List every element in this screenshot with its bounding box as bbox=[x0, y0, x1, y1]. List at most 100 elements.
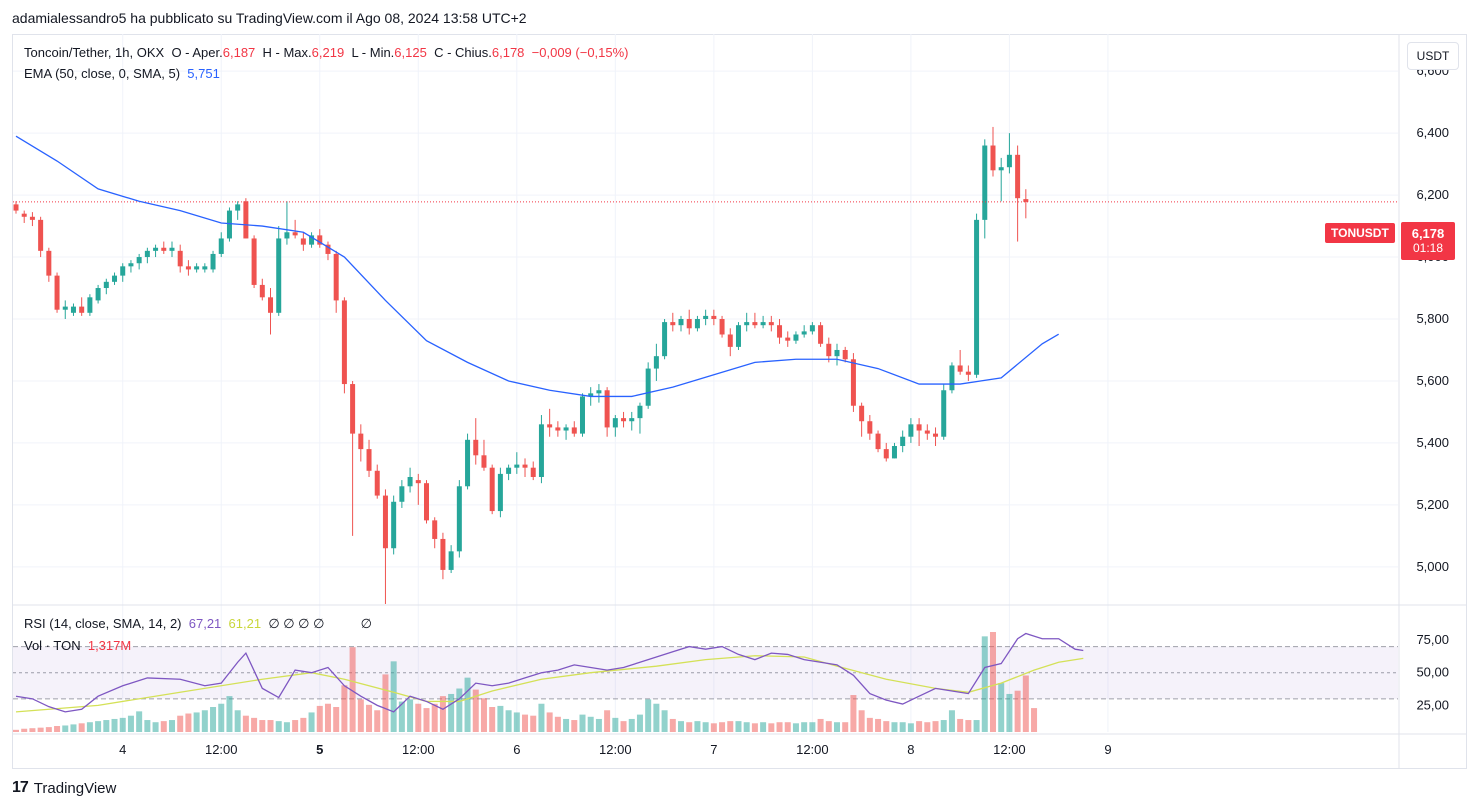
price-tick-label: 5,200 bbox=[1416, 497, 1449, 512]
candle-body bbox=[391, 501, 397, 549]
volume-bar bbox=[62, 725, 69, 732]
time-tick-label: 12:00 bbox=[205, 742, 238, 757]
candle-body bbox=[136, 257, 142, 264]
candle-body bbox=[686, 319, 692, 329]
volume-bar bbox=[185, 713, 192, 732]
ema-legend[interactable]: EMA (50, close, 0, SMA, 5) 5,751 bbox=[24, 66, 220, 81]
legend-symbol[interactable]: Toncoin/Tether, 1h, OKX bbox=[24, 45, 165, 60]
candle-body bbox=[842, 349, 848, 360]
volume-bar bbox=[768, 723, 775, 732]
candle-body bbox=[481, 455, 487, 468]
legend-open-label: O - Aper. bbox=[171, 45, 223, 60]
candle-body bbox=[366, 449, 372, 471]
candle-body bbox=[678, 319, 684, 326]
candle-body bbox=[579, 396, 585, 434]
candle-body bbox=[752, 322, 758, 326]
volume-bar bbox=[653, 703, 660, 732]
rsi-band bbox=[13, 646, 1398, 700]
legend-close-label: C - Chius. bbox=[434, 45, 492, 60]
candle-body bbox=[54, 275, 60, 310]
candle-body bbox=[563, 427, 569, 431]
volume-bar bbox=[883, 721, 890, 732]
volume-bar bbox=[70, 724, 77, 732]
volume-bar bbox=[152, 722, 159, 732]
rsi-legend[interactable]: RSI (14, close, SMA, 14, 2) 67,21 61,21 … bbox=[24, 616, 372, 632]
price-tick-label: 5,400 bbox=[1416, 435, 1449, 450]
volume-legend[interactable]: Vol · TON 1,317M bbox=[24, 638, 131, 653]
candle-body bbox=[522, 464, 528, 468]
volume-bar bbox=[620, 721, 627, 732]
volume-bar bbox=[751, 723, 758, 732]
candle-body bbox=[949, 365, 955, 391]
volume-bar bbox=[998, 683, 1005, 732]
volume-bar bbox=[316, 705, 323, 732]
candle-body bbox=[309, 235, 315, 245]
volume-bar bbox=[678, 721, 685, 732]
candle-body bbox=[1023, 199, 1029, 202]
volume-bar bbox=[456, 688, 463, 732]
candle-body bbox=[456, 486, 462, 552]
candle-body bbox=[70, 306, 76, 313]
currency-button[interactable]: USDT bbox=[1407, 42, 1459, 70]
rsi-ma-legend-value: 61,21 bbox=[228, 616, 262, 631]
candle-body bbox=[169, 247, 175, 251]
candle-body bbox=[440, 538, 446, 570]
candle-body bbox=[276, 238, 282, 313]
volume-bar bbox=[193, 712, 200, 732]
volume-bar bbox=[21, 728, 28, 732]
candle-body bbox=[957, 365, 963, 372]
candle-body bbox=[497, 473, 503, 512]
ema-line-group bbox=[15, 135, 1059, 398]
candle-body bbox=[259, 284, 265, 298]
volume-bar bbox=[54, 726, 61, 732]
candle-body bbox=[374, 470, 380, 496]
candle-body bbox=[243, 201, 249, 239]
candle-body bbox=[194, 266, 200, 270]
volume-legend-label: Vol · TON bbox=[24, 638, 81, 653]
brand-name: TradingView bbox=[33, 779, 117, 797]
candle-body bbox=[62, 306, 68, 310]
volume-bar bbox=[858, 710, 865, 732]
rsi-line bbox=[15, 632, 1084, 713]
volume-bar bbox=[366, 704, 373, 732]
grid-lines bbox=[13, 34, 1466, 769]
time-tick-label: 9 bbox=[1104, 742, 1111, 757]
last-price-value: 6,178 bbox=[1411, 226, 1445, 241]
candle-body bbox=[46, 250, 52, 276]
volume-bar bbox=[604, 710, 611, 732]
volume-bar bbox=[292, 720, 299, 732]
candle-body bbox=[760, 322, 766, 326]
last-price-tag: 6,178 01:18 bbox=[1401, 222, 1455, 260]
candle-body bbox=[703, 315, 709, 319]
candle-body bbox=[809, 325, 815, 332]
volume-bar bbox=[686, 722, 693, 732]
volume-bar bbox=[948, 710, 955, 732]
volume-bar bbox=[349, 647, 356, 732]
candle-body bbox=[875, 433, 881, 450]
candle-body bbox=[604, 390, 610, 428]
candle-body bbox=[251, 238, 257, 285]
candle-body bbox=[621, 418, 627, 422]
candle-body bbox=[144, 250, 150, 258]
candle-body bbox=[637, 405, 643, 419]
volume-bar bbox=[694, 721, 701, 732]
volume-bar bbox=[439, 696, 446, 732]
volume-bar bbox=[842, 722, 849, 732]
volume-bar bbox=[571, 720, 578, 732]
candle-body bbox=[990, 145, 996, 171]
volume-bar bbox=[973, 720, 980, 732]
volume-bar bbox=[850, 695, 857, 732]
candle-body bbox=[350, 384, 356, 434]
candle-body bbox=[103, 281, 109, 289]
tradingview-brand[interactable]: 17 TradingView bbox=[12, 779, 116, 797]
volume-bar bbox=[965, 720, 972, 732]
candle-body bbox=[95, 288, 101, 301]
volume-bar bbox=[324, 703, 331, 732]
volume-bar bbox=[226, 696, 233, 732]
volume-bar bbox=[480, 698, 487, 732]
volume-bar bbox=[111, 718, 118, 732]
volume-bar bbox=[251, 717, 258, 732]
time-tick-label: 5 bbox=[316, 742, 323, 757]
volume-bar bbox=[86, 722, 93, 732]
